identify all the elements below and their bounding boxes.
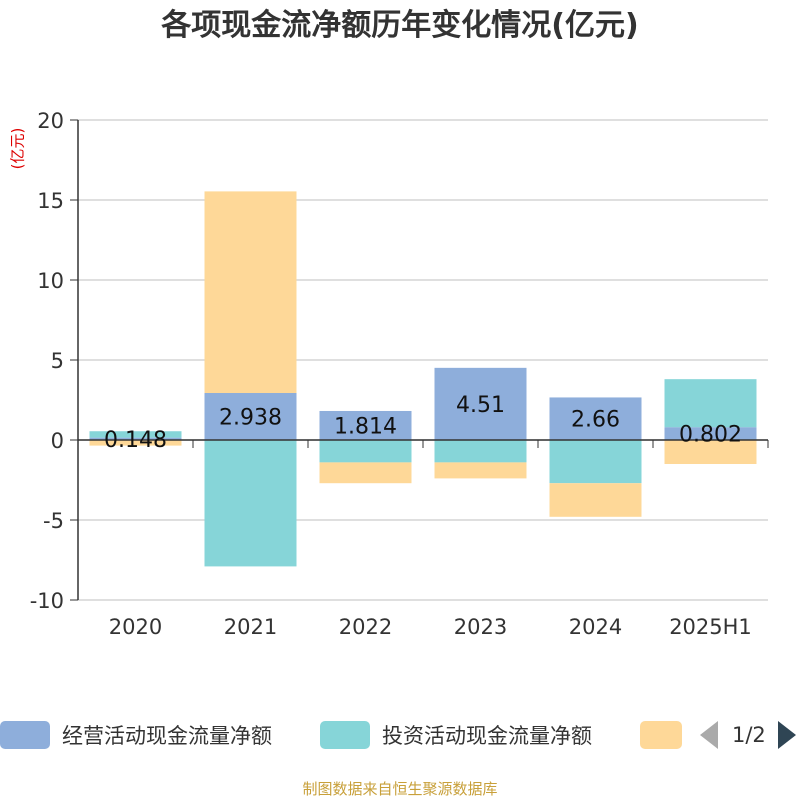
x-tick-label: 2020 xyxy=(109,615,162,639)
bar-2021-series-0 xyxy=(204,392,297,440)
y-tick-label: -5 xyxy=(43,509,64,533)
x-tick-label: 2022 xyxy=(339,615,392,639)
bar-2025H1-series-2 xyxy=(664,440,757,464)
x-tick-label: 2023 xyxy=(454,615,507,639)
next-page-arrow-icon[interactable] xyxy=(777,721,796,749)
legend-pager: 1/2 xyxy=(700,720,796,750)
legend-item-investing[interactable]: 投资活动现金流量净额 xyxy=(320,720,592,750)
y-tick-label: 10 xyxy=(37,269,64,293)
data-label: 2.66 xyxy=(571,408,620,433)
bar-2024-series-2 xyxy=(549,483,642,517)
y-tick-label: -10 xyxy=(30,589,64,613)
bar-2023-series-2 xyxy=(434,462,527,479)
data-label: 4.51 xyxy=(456,393,505,418)
legend-swatch-third xyxy=(640,721,682,749)
bar-2025H1-series-0 xyxy=(664,427,757,440)
bar-2022-series-2 xyxy=(319,462,412,484)
data-label: 0.148 xyxy=(104,428,167,453)
data-label: 2.938 xyxy=(219,405,282,430)
legend-swatch-investing xyxy=(320,721,370,749)
legend-item-third[interactable] xyxy=(640,720,682,750)
bar-2021-series-2 xyxy=(204,191,297,393)
legend: 经营活动现金流量净额 投资活动现金流量净额 1/2 xyxy=(0,714,800,754)
data-label: 1.814 xyxy=(334,414,397,439)
x-tick-label: 2025H1 xyxy=(669,615,752,639)
bar-2020-series-1 xyxy=(89,431,182,438)
bar-2020-series-0 xyxy=(89,437,182,440)
bar-2020-series-2 xyxy=(89,440,182,446)
legend-label-operating: 经营活动现金流量净额 xyxy=(62,724,272,748)
y-tick-label: 5 xyxy=(51,349,64,373)
prev-page-arrow-icon[interactable] xyxy=(700,721,718,749)
y-tick-label: 15 xyxy=(37,189,64,213)
chart-title: 各项现金流净额历年变化情况(亿元) xyxy=(161,8,639,43)
y-tick-label: 20 xyxy=(37,109,64,133)
bar-2024-series-1 xyxy=(549,440,642,484)
legend-item-operating[interactable]: 经营活动现金流量净额 xyxy=(0,720,272,750)
legend-label-investing: 投资活动现金流量净额 xyxy=(382,724,592,748)
bar-2023-series-1 xyxy=(434,440,527,463)
x-tick-label: 2021 xyxy=(224,615,277,639)
data-label: 0.802 xyxy=(679,423,742,448)
bar-2022-series-1 xyxy=(319,440,412,463)
bar-2021-series-1 xyxy=(204,440,297,567)
data-source-note: 制图数据来自恒生聚源数据库 xyxy=(302,780,498,798)
y-tick-label: 0 xyxy=(51,429,64,453)
bar-2023-series-0 xyxy=(434,367,527,440)
x-tick-label: 2024 xyxy=(569,615,622,639)
legend-page-indicator: 1/2 xyxy=(732,723,766,747)
bar-2024-series-0 xyxy=(549,397,642,440)
legend-swatch-operating xyxy=(0,721,50,749)
bar-2022-series-0 xyxy=(319,410,412,440)
bar-2025H1-series-1 xyxy=(664,379,757,428)
